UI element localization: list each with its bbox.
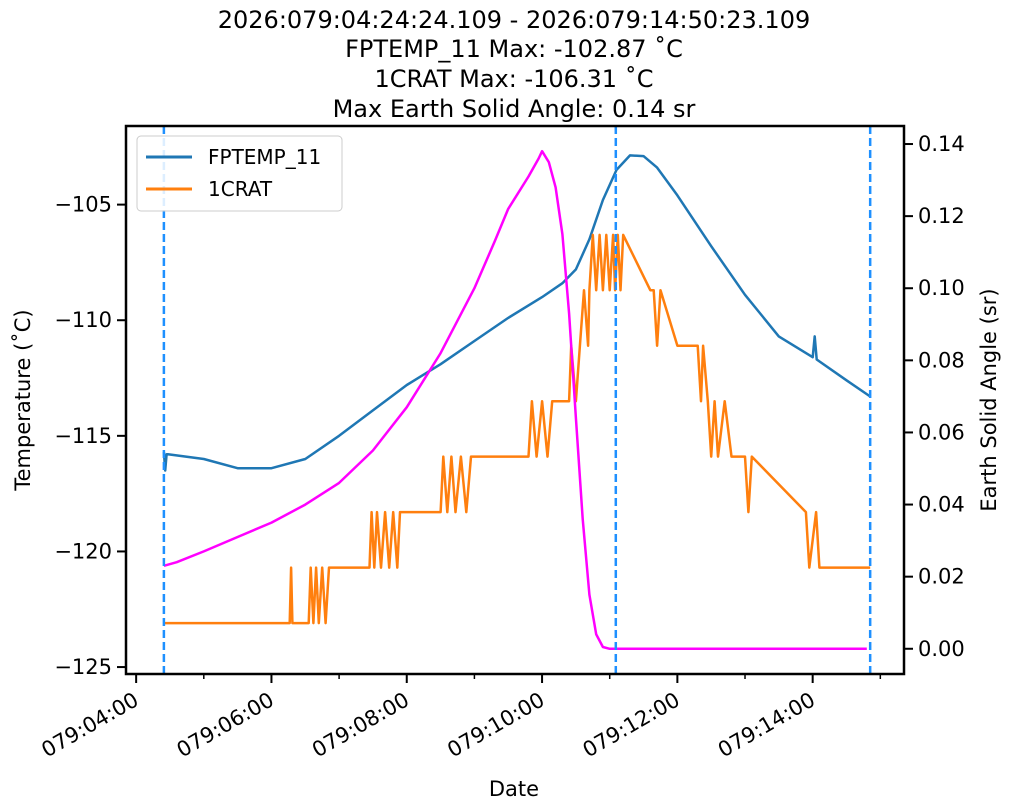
y2-tick-label: 0.14 [918,132,965,156]
y-tick-label: −110 [54,308,112,332]
y2-axis-label: Earth Solid Angle (sr) [977,288,1001,511]
x-tick-label: 079:08:00 [308,688,413,763]
y-tick-label: −120 [54,539,112,563]
title-line-4: Max Earth Solid Angle: 0.14 sr [333,95,696,123]
plot-series [162,149,871,651]
x-tick-label: 079:10:00 [443,688,548,763]
y2-tick-label: 0.10 [918,276,965,300]
y2-tick-label: 0.04 [918,493,965,517]
y-tick-label: −105 [54,193,112,217]
x-tick-label: 079:12:00 [579,688,684,763]
plot-frame [124,124,906,676]
series-line-earth-solid-angle [163,149,867,651]
y2-tick-label: 0.08 [918,348,965,372]
series-line-1crat [163,233,871,625]
y-axis-left: −125 −120 −115 −110 −105 [54,193,126,679]
y-tick-label: −115 [54,424,112,448]
legend: FPTEMP_11 1CRAT [136,135,343,212]
x-tick-label: 079:14:00 [714,688,819,763]
legend-label-fptemp: FPTEMP_11 [208,145,321,169]
y2-tick-label: 0.06 [918,420,965,444]
x-tick-label: 079:04:00 [37,688,142,763]
legend-label-1crat: 1CRAT [208,177,273,201]
x-tick-label: 079:06:00 [173,688,278,763]
y2-tick-label: 0.02 [918,565,965,589]
title-line-1: 2026:079:04:24:24.109 - 2026:079:14:50:2… [218,6,811,34]
y-axis-label: Temperature (˚C) [11,309,35,491]
series-line-fptemp-11 [162,154,871,472]
y-axis-right: 0.00 0.02 0.04 0.06 0.08 0.10 0.12 0.14 [904,132,965,661]
y-tick-label: −125 [54,655,112,679]
title-line-3: 1CRAT Max: -106.31 ˚C [375,65,654,93]
y2-tick-label: 0.12 [918,204,965,228]
x-axis: 079:04:00 079:06:00 079:08:00 079:10:00 079:… [37,674,882,763]
title-line-2: FPTEMP_11 Max: -102.87 ˚C [345,35,683,63]
chart-title: 2026:079:04:24:24.109 - 2026:079:14:50:2… [218,6,811,123]
y2-tick-label: 0.00 [918,637,965,661]
x-axis-label: Date [489,777,539,801]
vertical-markers [162,126,872,674]
legend-box [136,135,343,212]
